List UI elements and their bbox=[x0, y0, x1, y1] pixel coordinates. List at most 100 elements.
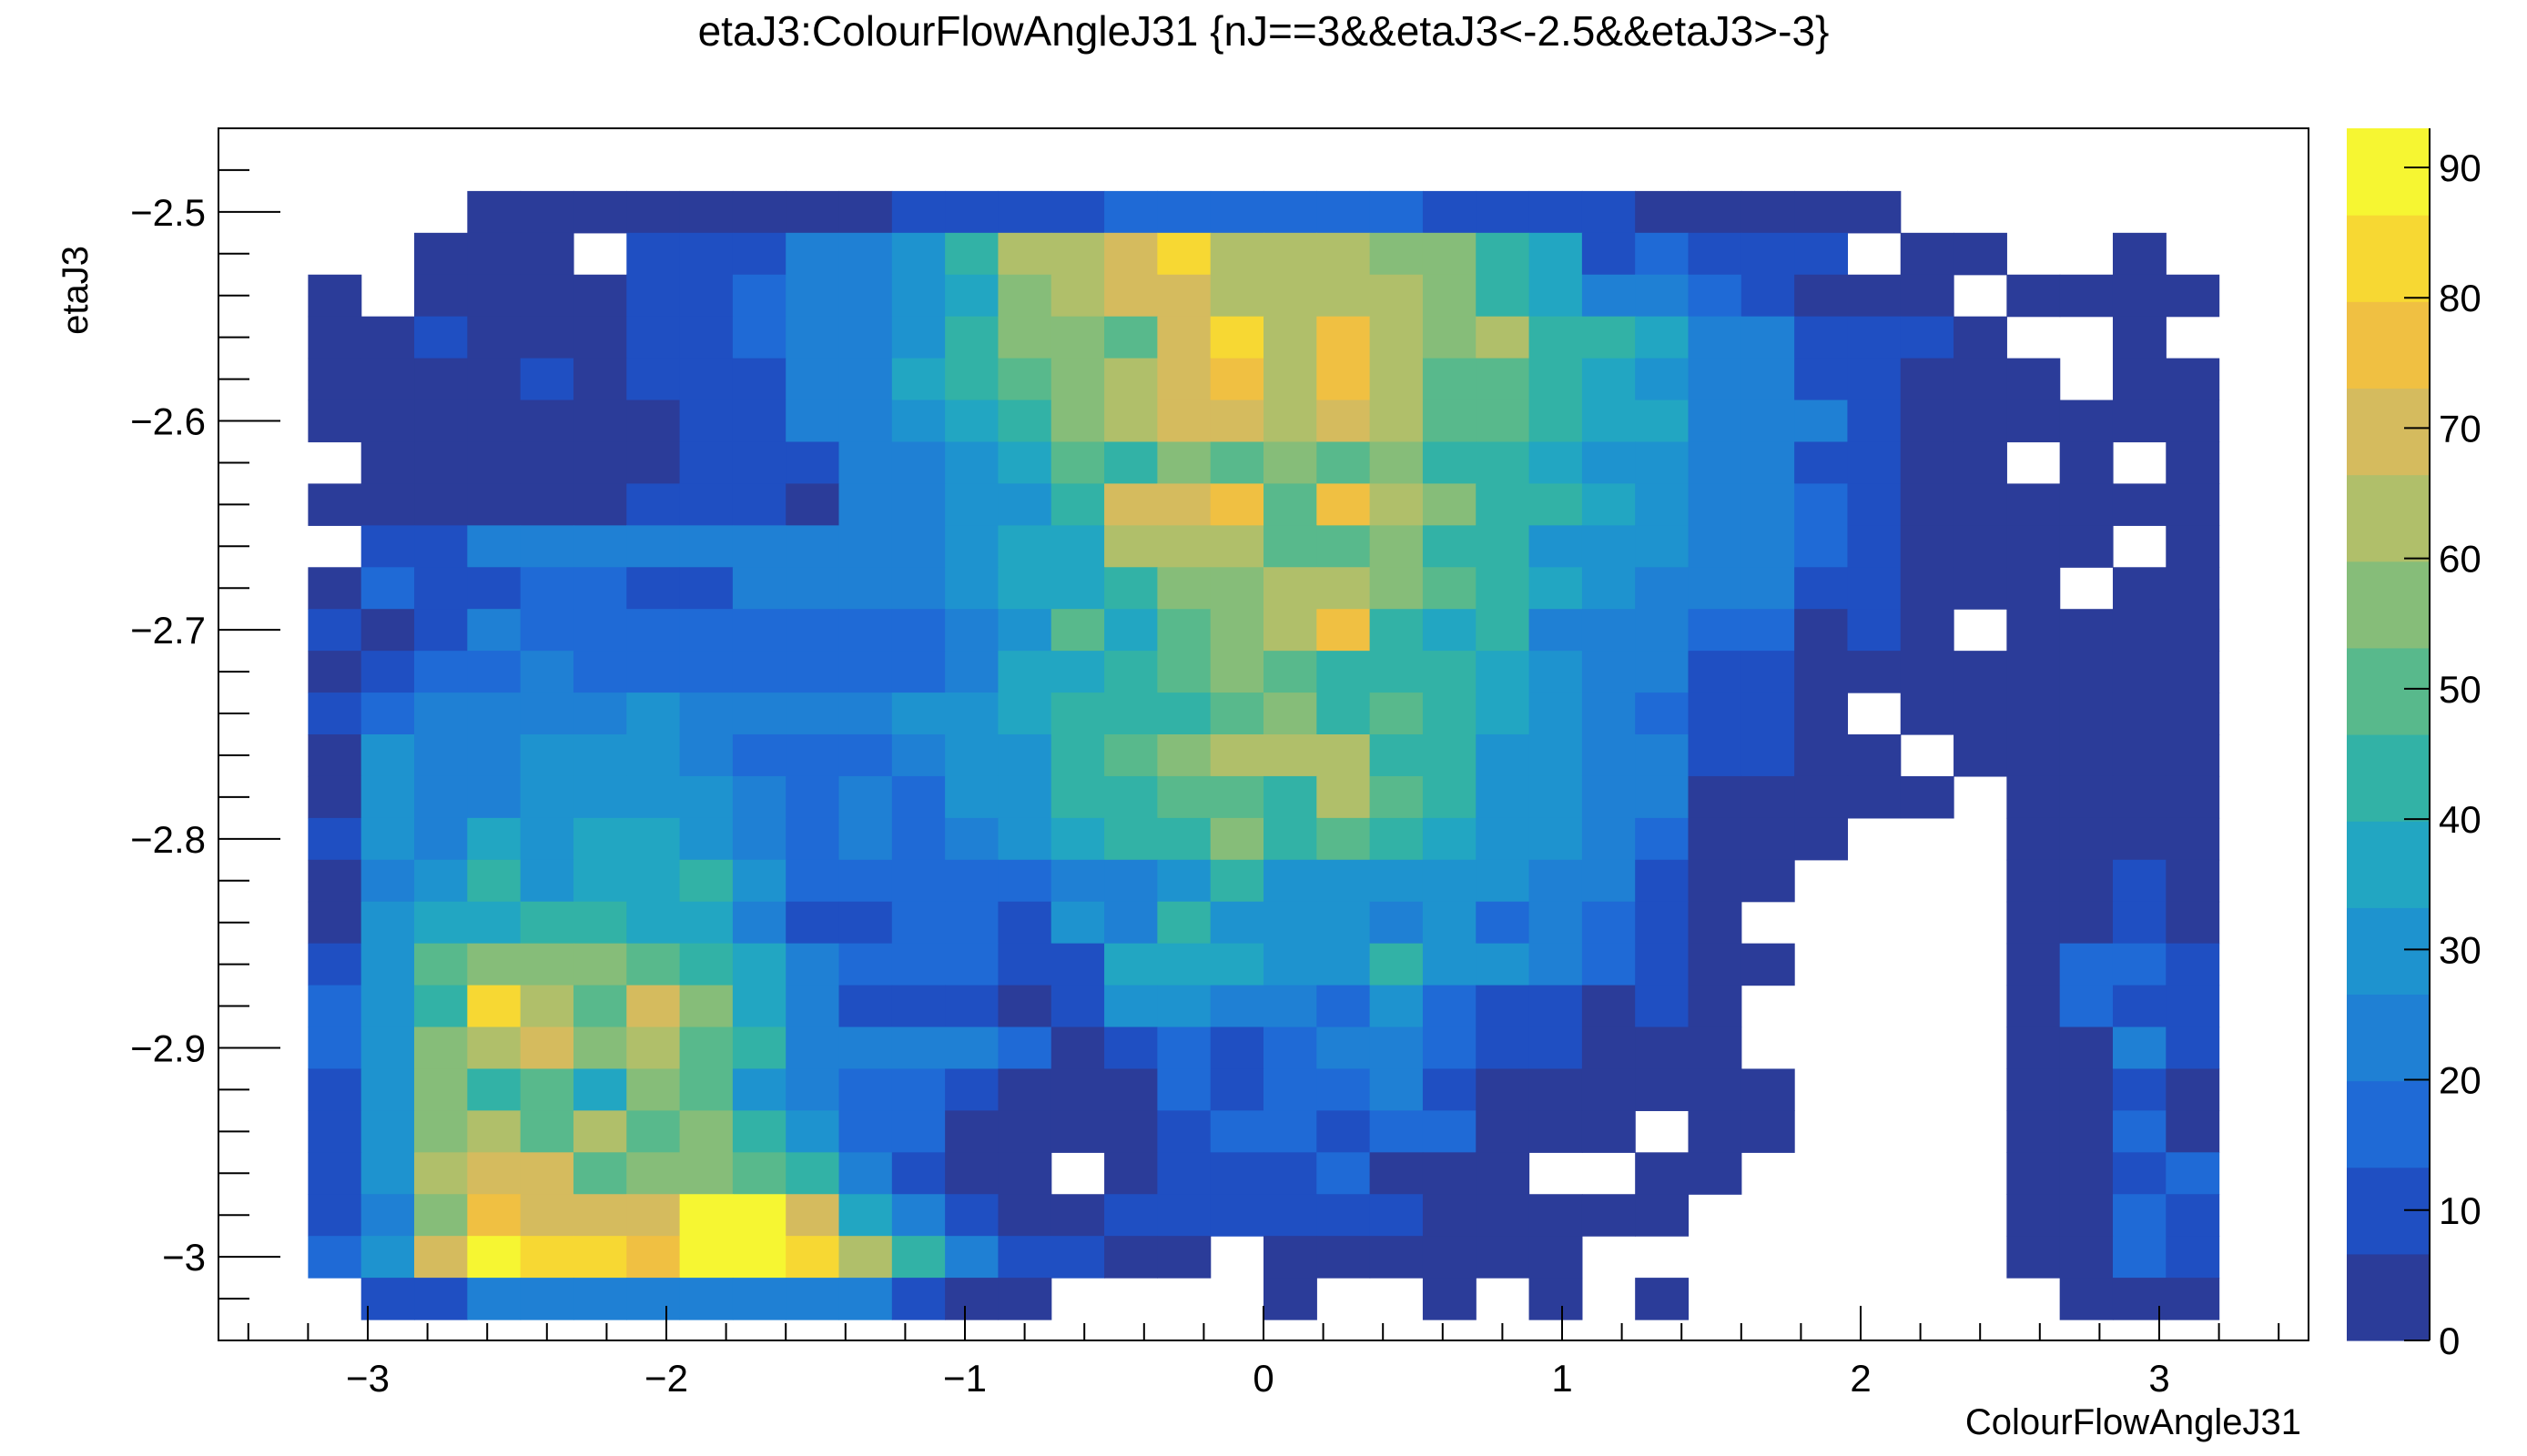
color-scale-label: 30 bbox=[2439, 928, 2481, 971]
y-tick-label: −2.5 bbox=[130, 191, 206, 234]
heatmap-cell bbox=[891, 316, 946, 359]
heatmap-cell bbox=[838, 1026, 893, 1070]
heatmap-cell bbox=[1316, 651, 1371, 693]
heatmap-cell bbox=[1740, 232, 1795, 276]
heatmap-cell bbox=[732, 693, 787, 735]
heatmap-cell bbox=[891, 1068, 946, 1111]
heatmap-cell bbox=[2112, 609, 2167, 652]
heatmap-cell bbox=[2059, 1068, 2114, 1111]
heatmap-cell bbox=[573, 1236, 627, 1279]
heatmap-cell bbox=[1050, 609, 1105, 652]
x-tick-label: 2 bbox=[1850, 1357, 1871, 1400]
heatmap-cell bbox=[1476, 775, 1530, 819]
heatmap-cell bbox=[1316, 441, 1371, 485]
heatmap-cell bbox=[1900, 232, 1954, 276]
heatmap-cell bbox=[1210, 483, 1264, 526]
heatmap-cell bbox=[732, 901, 787, 945]
heatmap-cell bbox=[998, 859, 1052, 903]
heatmap-cell bbox=[2112, 567, 2167, 610]
heatmap-cell bbox=[1422, 483, 1477, 526]
heatmap-cell bbox=[573, 525, 627, 568]
heatmap-cell bbox=[573, 859, 627, 903]
heatmap-cell bbox=[520, 817, 574, 861]
color-scale-swatch bbox=[2347, 1253, 2430, 1341]
heatmap-cell bbox=[1210, 985, 1264, 1028]
heatmap-cell bbox=[1157, 1194, 1212, 1237]
heatmap-cell bbox=[520, 274, 574, 318]
heatmap-cell bbox=[414, 1026, 468, 1070]
heatmap-cell bbox=[1581, 399, 1636, 443]
heatmap-cell bbox=[2112, 943, 2167, 986]
heatmap-cell bbox=[1316, 1236, 1371, 1279]
heatmap-cell bbox=[467, 651, 522, 693]
heatmap-cell bbox=[1635, 483, 1690, 526]
heatmap-cell bbox=[1581, 943, 1636, 986]
heatmap-cell bbox=[786, 1194, 840, 1237]
heatmap-cell bbox=[626, 651, 681, 693]
heatmap-cell bbox=[891, 483, 946, 526]
heatmap-cell bbox=[945, 1152, 1000, 1195]
heatmap-cell bbox=[626, 734, 681, 777]
heatmap-cell bbox=[1476, 399, 1530, 443]
heatmap-cell bbox=[2112, 399, 2167, 443]
heatmap-cell bbox=[1210, 901, 1264, 945]
heatmap-cell bbox=[360, 943, 415, 986]
heatmap-cell bbox=[891, 399, 946, 443]
heatmap-cell bbox=[2166, 901, 2220, 945]
heatmap-cell bbox=[1050, 1068, 1105, 1111]
heatmap-cell bbox=[2059, 483, 2114, 526]
heatmap-cell bbox=[786, 1236, 840, 1279]
color-scale-swatch bbox=[2347, 994, 2430, 1082]
heatmap-cell bbox=[998, 901, 1052, 945]
heatmap-cell bbox=[1635, 316, 1690, 359]
heatmap-cell bbox=[520, 525, 574, 568]
heatmap-cell bbox=[308, 1194, 362, 1237]
heatmap-cell bbox=[1476, 1068, 1530, 1111]
heatmap-cell bbox=[1369, 399, 1424, 443]
heatmap-cell bbox=[1316, 190, 1371, 234]
heatmap-cell bbox=[467, 943, 522, 986]
heatmap-cell bbox=[414, 817, 468, 861]
heatmap-cell bbox=[732, 817, 787, 861]
heatmap-cell bbox=[1900, 274, 1954, 318]
heatmap-cell bbox=[573, 734, 627, 777]
heatmap-cell bbox=[1104, 1194, 1158, 1237]
heatmap-cell bbox=[891, 901, 946, 945]
heatmap-cell bbox=[1369, 1236, 1424, 1279]
heatmap-cell bbox=[1050, 775, 1105, 819]
heatmap-cell bbox=[626, 1236, 681, 1279]
heatmap-cell bbox=[1422, 1068, 1477, 1111]
heatmap-cell bbox=[1050, 525, 1105, 568]
heatmap-cell bbox=[1104, 441, 1158, 485]
heatmap-cell bbox=[1528, 274, 1583, 318]
heatmap-cell bbox=[626, 232, 681, 276]
heatmap-cell bbox=[2112, 693, 2167, 735]
heatmap-cell bbox=[1581, 316, 1636, 359]
heatmap-cell bbox=[2006, 901, 2061, 945]
heatmap-cell bbox=[2006, 1026, 2061, 1070]
heatmap-cell bbox=[467, 985, 522, 1028]
heatmap-cell bbox=[1210, 651, 1264, 693]
color-scale-label: 70 bbox=[2439, 407, 2481, 450]
heatmap-cell bbox=[308, 817, 362, 861]
heatmap-cell bbox=[679, 1194, 734, 1237]
heatmap-cell bbox=[520, 399, 574, 443]
heatmap-cell bbox=[2006, 817, 2061, 861]
heatmap-cell bbox=[573, 901, 627, 945]
heatmap-cell bbox=[732, 483, 787, 526]
heatmap-cell bbox=[1264, 609, 1317, 652]
color-scale-label: 90 bbox=[2439, 147, 2481, 189]
heatmap-cell bbox=[1476, 190, 1530, 234]
heatmap-cell bbox=[1528, 567, 1583, 610]
heatmap-cell bbox=[732, 190, 787, 234]
heatmap-cell bbox=[2166, 525, 2220, 568]
heatmap-cell bbox=[1104, 1068, 1158, 1111]
heatmap-cell bbox=[2166, 1194, 2220, 1237]
heatmap-cell bbox=[1581, 567, 1636, 610]
heatmap-cell bbox=[1581, 985, 1636, 1028]
heatmap-cell bbox=[1264, 651, 1317, 693]
heatmap-cell bbox=[2112, 358, 2167, 401]
color-scale-swatch bbox=[2347, 215, 2430, 302]
heatmap-cell bbox=[945, 901, 1000, 945]
heatmap-cell bbox=[520, 651, 574, 693]
